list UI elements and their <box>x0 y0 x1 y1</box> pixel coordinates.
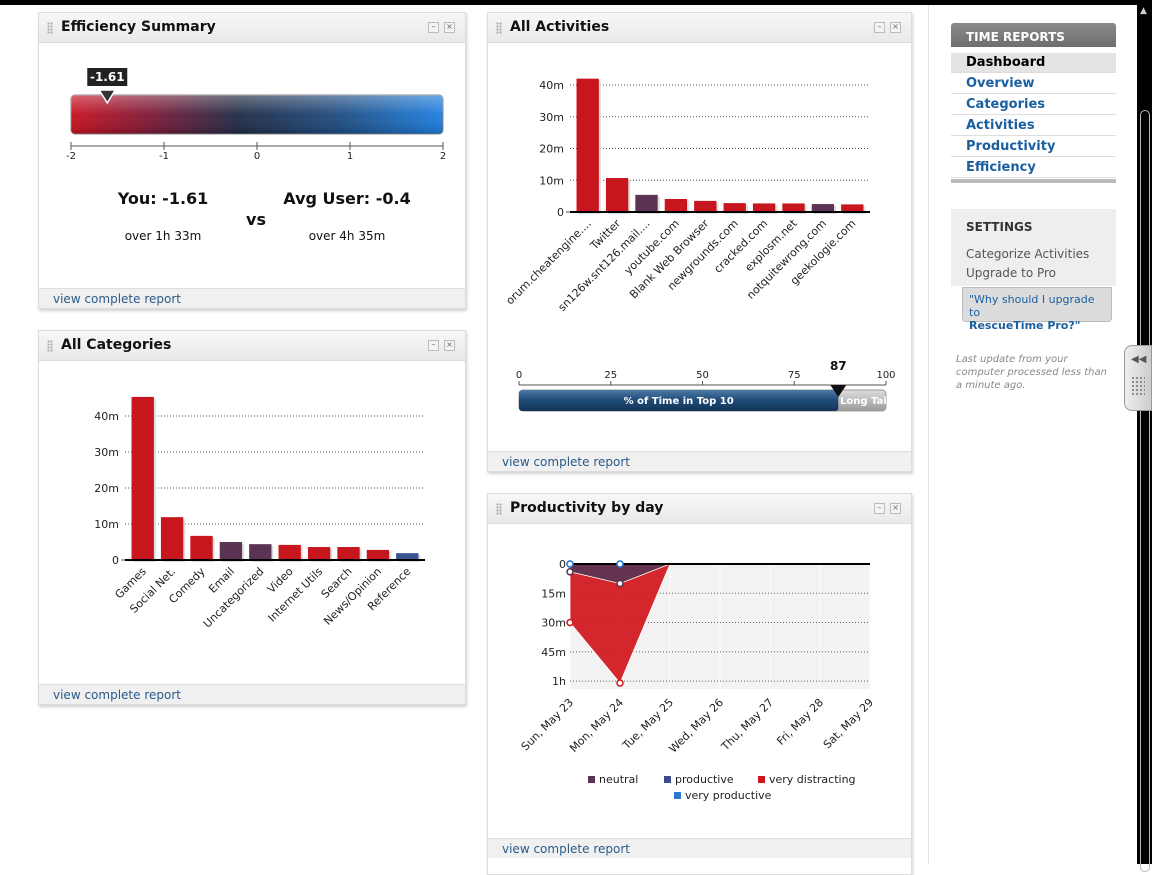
grip[interactable] <box>47 340 53 352</box>
vs: vs <box>246 210 266 229</box>
grip[interactable] <box>496 22 502 34</box>
close[interactable]: × <box>890 503 901 514</box>
top-bar <box>0 0 1152 5</box>
report-link[interactable]: view complete report <box>53 292 181 306</box>
widget-title: Efficiency Summary <box>61 19 216 35</box>
categories-widget: All Categories – × view complete report <box>38 330 466 705</box>
avg-score: Avg User: -0.4 <box>283 189 411 208</box>
close[interactable]: × <box>890 22 901 33</box>
collapse-grip <box>1131 376 1145 396</box>
settings-link[interactable]: Upgrade to Pro <box>966 266 1057 280</box>
column-divider <box>928 5 929 864</box>
widget-footer: view complete report <box>39 288 465 308</box>
widget-header: All Categories – × <box>39 331 465 361</box>
minimize[interactable]: – <box>874 22 885 33</box>
upgrade-pro: RescueTime Pro?" <box>969 319 1081 332</box>
report-link[interactable]: view complete report <box>502 455 630 469</box>
widget-footer: view complete report <box>39 684 465 704</box>
collapse-tab[interactable]: ◀◀ <box>1124 345 1152 411</box>
report-link[interactable]: view complete report <box>502 842 630 856</box>
settings-link[interactable]: Categorize Activities <box>966 247 1090 261</box>
grip[interactable] <box>47 22 53 34</box>
sidebar-link[interactable]: Productivity <box>951 137 1116 157</box>
sidebar-link[interactable]: Dashboard <box>951 53 1116 73</box>
sidebar-link[interactable]: Categories <box>951 95 1116 115</box>
minimize[interactable]: – <box>428 22 439 33</box>
widget-header: Efficiency Summary – × <box>39 13 465 43</box>
widget-header: All Activities – × <box>488 13 911 43</box>
widget-title: All Categories <box>61 337 172 353</box>
sidebar-link[interactable]: Activities <box>951 116 1116 136</box>
you-time: over 1h 33m <box>124 229 202 243</box>
scroll-up[interactable]: ▲ <box>1140 6 1147 16</box>
sidebar-link[interactable]: Efficiency <box>951 158 1116 178</box>
widget-footer: view complete report <box>488 838 911 858</box>
close[interactable]: × <box>444 340 455 351</box>
minimize[interactable]: – <box>428 340 439 351</box>
collapse-arrows: ◀◀ <box>1131 354 1147 365</box>
close[interactable]: × <box>444 22 455 33</box>
efficiency-widget: Efficiency Summary – × You: -1.61 vs Avg U… <box>38 12 466 309</box>
last-update: Last update from your computer processed… <box>956 354 1107 391</box>
sidebar-link[interactable]: Overview <box>951 74 1116 94</box>
widget-header: Productivity by day – × <box>488 494 911 524</box>
widget-footer: view complete report <box>488 451 911 471</box>
scrollbar-thumb[interactable] <box>1140 110 1150 872</box>
report-link[interactable]: view complete report <box>53 688 181 702</box>
you-score: You: -1.61 <box>117 189 209 208</box>
settings-box: SETTINGS Categorize Activities Upgrade t… <box>951 209 1116 286</box>
time-reports: TIME REPORTS Dashboard Overview Categories… <box>951 23 1116 183</box>
upgrade-box[interactable]: "Why should I upgrade to RescueTime Pro?" <box>962 287 1112 332</box>
widget-title: All Activities <box>510 19 610 35</box>
sidebar-heading: TIME REPORTS <box>951 23 1116 47</box>
sidebar-rule <box>951 179 1116 183</box>
avg-time: over 4h 35m <box>308 229 386 243</box>
widget-title: Productivity by day <box>510 500 664 516</box>
grip[interactable] <box>496 503 502 515</box>
productivity-widget: Productivity by day – × view complete repo… <box>487 493 912 875</box>
minimize[interactable]: – <box>874 503 885 514</box>
upgrade-question: "Why should I upgrade to <box>969 293 1095 319</box>
settings-heading: SETTINGS <box>966 220 1033 234</box>
activities-widget: All Activities – × view complete report <box>487 12 912 472</box>
